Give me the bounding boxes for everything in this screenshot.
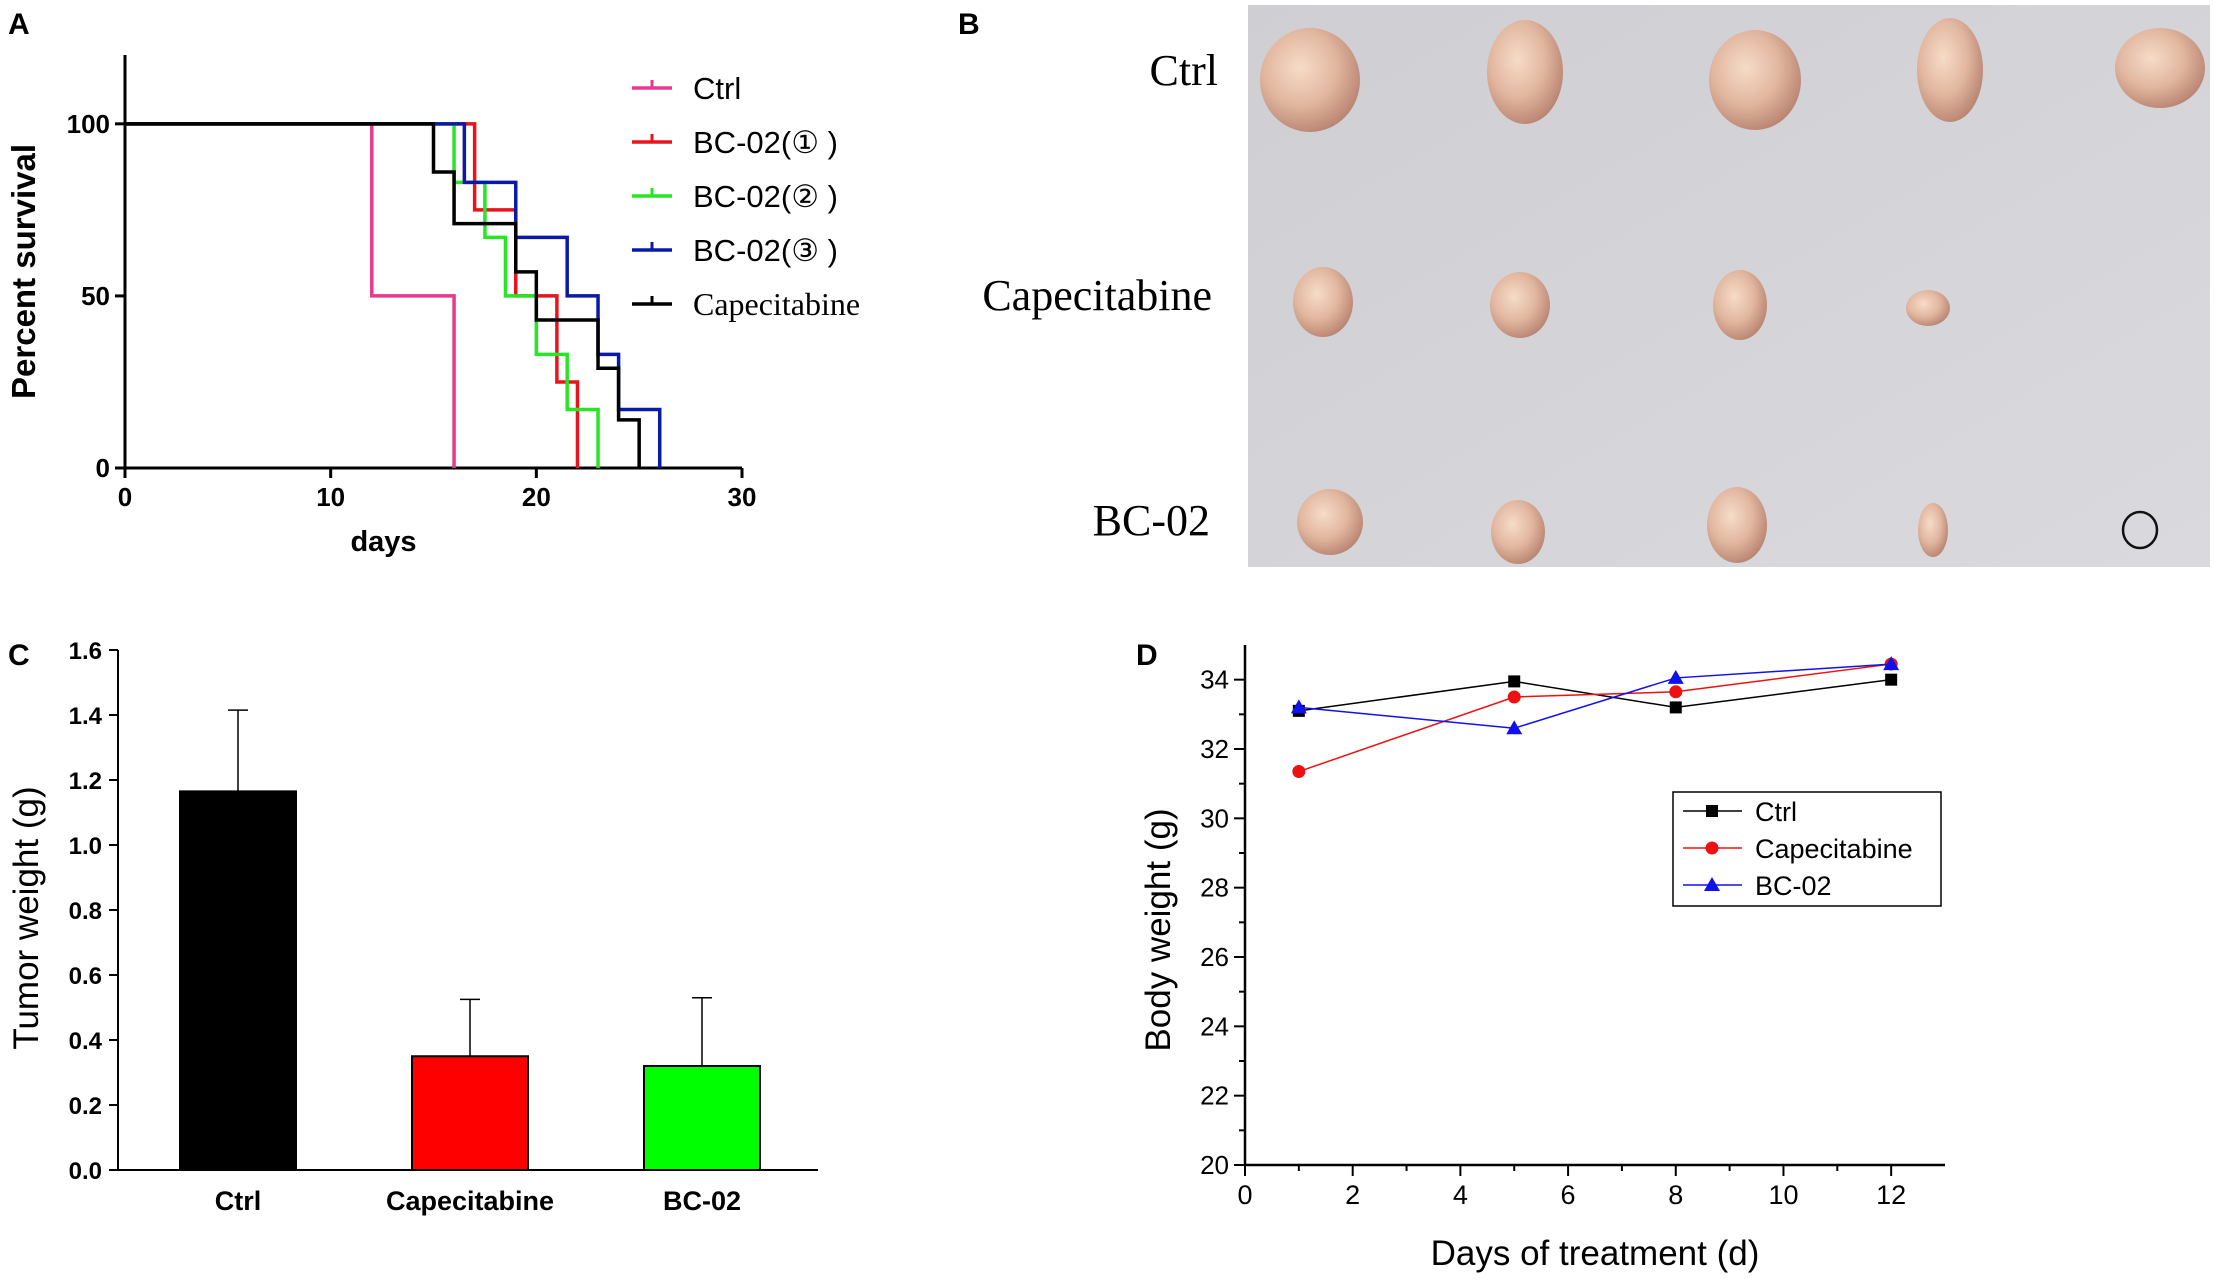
legend-label-1: BC-02(① ): [693, 125, 838, 160]
x-category-label-2: BC-02: [663, 1186, 741, 1216]
y-tick-label: 0.2: [69, 1093, 102, 1120]
data-point-0-2: [1669, 701, 1682, 714]
photo-row-label-bc02: BC-02: [1093, 496, 1210, 545]
y-axis-label: Body weight (g): [1139, 808, 1178, 1051]
y-tick-label: 26: [1200, 942, 1229, 972]
survival-curve-2: [125, 122, 600, 468]
series-line-0: [1298, 678, 1892, 712]
data-point-1-1: [1507, 690, 1521, 704]
y-tick-label: 1.4: [69, 703, 103, 730]
y-tick-label: 0.6: [69, 963, 102, 990]
y-axis-label: Tumor weight (g): [7, 786, 46, 1049]
panel-letter-d: D: [1136, 639, 1158, 672]
legend-label-3: BC-02(③ ): [693, 233, 838, 268]
tumor-capecitabine-2: [1490, 272, 1550, 338]
y-tick-label: 50: [81, 281, 110, 311]
y-tick-label: 100: [67, 109, 110, 139]
tumor-ctrl-2: [1487, 20, 1563, 124]
y-tick-label: 0.0: [69, 1158, 102, 1185]
y-tick-label: 32: [1200, 734, 1229, 764]
x-tick-label: 2: [1345, 1180, 1360, 1210]
y-tick-label: 24: [1200, 1011, 1229, 1041]
legend-marker-0: [1706, 805, 1718, 817]
panel-a-survival-chart: 0 10 20 30 0 50 100 days Percent survival Ctrl BC-…: [5, 55, 860, 558]
x-category-label-0: Ctrl: [215, 1186, 262, 1216]
x-tick-label: 12: [1876, 1180, 1906, 1210]
y-tick-label: 22: [1200, 1081, 1229, 1111]
legend-label-0: Ctrl: [693, 71, 741, 106]
y-tick-label: 30: [1200, 803, 1229, 833]
x-tick-label: 0: [1237, 1180, 1252, 1210]
photo-row-label-capecitabine: Capecitabine: [982, 271, 1212, 320]
y-tick-label: 1.0: [69, 833, 102, 860]
tumor-ctrl-5: [2115, 28, 2205, 108]
legend-label-2: BC-02(② ): [693, 179, 838, 214]
y-tick-label: 1.6: [69, 638, 102, 665]
y-tick-label: 1.2: [69, 768, 102, 795]
data-point-1-2: [1669, 685, 1683, 699]
y-tick-label: 0: [96, 453, 110, 483]
y-tick-label: 20: [1200, 1150, 1229, 1180]
legend-label-1: Capecitabine: [1755, 834, 1913, 864]
x-tick-label: 20: [522, 482, 551, 512]
y-tick-label: 28: [1200, 873, 1229, 903]
photo-row-label-ctrl: Ctrl: [1150, 46, 1218, 95]
data-point-2-2: [1667, 669, 1684, 684]
tumor-bc02-3: [1707, 487, 1767, 563]
bar-0: [179, 790, 297, 1171]
tumor-capecitabine-1: [1293, 267, 1353, 337]
x-tick-label: 10: [316, 482, 345, 512]
y-axis-label: Percent survival: [5, 144, 42, 399]
x-axis-label: days: [350, 526, 416, 558]
tumor-bc02-2: [1491, 500, 1545, 564]
panel-letter-a: A: [8, 8, 30, 41]
legend-label-0: Ctrl: [1755, 797, 1797, 827]
tumor-capecitabine-3: [1713, 270, 1767, 340]
bar-1: [411, 1055, 529, 1171]
series-line-2: [1298, 663, 1892, 729]
legend-label-2: BC-02: [1755, 871, 1832, 901]
data-point-0-3: [1885, 673, 1898, 686]
legend-label-4: Capecitabine: [693, 286, 860, 322]
tumor-bc02-4: [1918, 503, 1948, 557]
x-tick-label: 4: [1453, 1180, 1468, 1210]
x-tick-label: 8: [1668, 1180, 1683, 1210]
y-tick-label: 34: [1200, 665, 1229, 695]
x-tick-label: 10: [1768, 1180, 1798, 1210]
tumor-capecitabine-4: [1906, 290, 1950, 326]
x-axis-label: Days of treatment (d): [1431, 1234, 1760, 1273]
panel-c-tumor-weight-chart: 0.0 0.2 0.4 0.6 0.8 1.0 1.2 1.4 1.6 Tumor weight …: [7, 638, 818, 1216]
tumor-ctrl-3: [1709, 30, 1801, 130]
legend-marker-2: [1704, 877, 1720, 891]
tumor-ctrl-4: [1917, 18, 1983, 122]
x-category-label-1: Capecitabine: [386, 1186, 554, 1216]
tumor-ctrl-1: [1260, 28, 1360, 132]
tumor-bc02-1: [1297, 489, 1363, 555]
x-tick-label: 30: [728, 482, 757, 512]
data-point-2-0: [1290, 699, 1307, 714]
bar-2: [643, 1065, 761, 1171]
legend-marker-1: [1705, 841, 1719, 855]
data-point-2-3: [1883, 656, 1900, 671]
panel-letter-c: C: [8, 639, 30, 672]
x-tick-label: 6: [1561, 1180, 1576, 1210]
panel-b-tumor-photo: Ctrl Capecitabine BC-02: [982, 5, 2210, 567]
tumor-bc02-5-empty-mark: [2121, 510, 2159, 550]
survival-curve-4: [125, 122, 641, 468]
y-tick-label: 0.4: [69, 1028, 103, 1055]
x-tick-label: 0: [118, 482, 132, 512]
survival-curve-0: [125, 122, 456, 468]
panel-letter-b: B: [958, 8, 980, 41]
data-point-2-1: [1506, 720, 1523, 735]
y-tick-label: 0.8: [69, 898, 102, 925]
data-point-0-1: [1508, 675, 1521, 688]
series-line-1: [1298, 663, 1892, 773]
data-point-1-0: [1292, 765, 1306, 779]
